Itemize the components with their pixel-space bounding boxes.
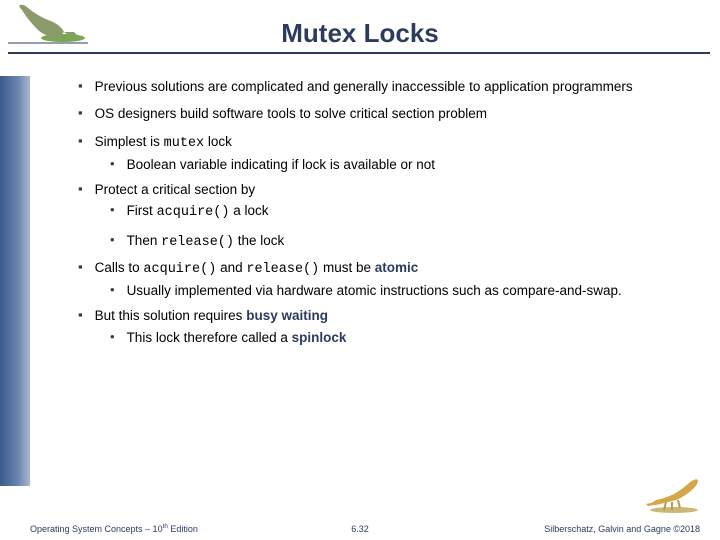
bullet-item: ▪ OS designers build software tools to s…	[78, 105, 696, 122]
slide-title: Mutex Locks	[281, 18, 439, 49]
bullet-item: ▪ Calls to acquire() and release() must …	[78, 259, 696, 278]
sub-marker: •	[110, 282, 115, 299]
sub-marker: •	[110, 329, 115, 346]
dinosaur-logo-top	[8, 2, 88, 44]
bullet-marker: ▪	[78, 181, 83, 198]
bullet-item: ▪ Protect a critical section by	[78, 181, 696, 198]
dinosaur-logo-bottom	[642, 476, 706, 514]
bullet-item: ▪ Previous solutions are complicated and…	[78, 78, 696, 95]
sub-bullet: • Boolean variable indicating if lock is…	[110, 156, 696, 173]
bullet-marker: ▪	[78, 105, 83, 122]
sub-marker: •	[110, 156, 115, 173]
sub-bullet: • This lock therefore called a spinlock	[110, 329, 696, 346]
bullet-marker: ▪	[78, 78, 83, 95]
left-gradient-stripe	[0, 76, 30, 486]
bullet-item: ▪ But this solution requires busy waitin…	[78, 307, 696, 324]
bullet-item: ▪ Simplest is mutex lock	[78, 133, 696, 152]
sub-bullet: • First acquire() a lock	[110, 202, 696, 221]
sub-bullet: • Then release() the lock	[110, 232, 696, 251]
footer-left: Operating System Concepts – 10th Edition	[30, 523, 198, 534]
footer-copyright: Silberschatz, Galvin and Gagne ©2018	[544, 524, 700, 534]
footer-page-number: 6.32	[351, 524, 369, 534]
bullet-marker: ▪	[78, 259, 83, 276]
sub-marker: •	[110, 232, 115, 249]
bullet-marker: ▪	[78, 133, 83, 150]
bullet-marker: ▪	[78, 307, 83, 324]
sub-bullet: • Usually implemented via hardware atomi…	[110, 282, 696, 299]
slide-content: ▪ Previous solutions are complicated and…	[78, 78, 696, 354]
sub-marker: •	[110, 202, 115, 219]
title-underline	[8, 52, 710, 54]
